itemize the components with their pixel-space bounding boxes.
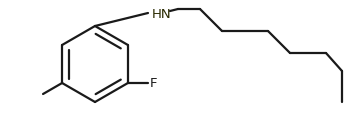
Text: F: F	[150, 77, 157, 90]
Text: HN: HN	[152, 8, 172, 21]
